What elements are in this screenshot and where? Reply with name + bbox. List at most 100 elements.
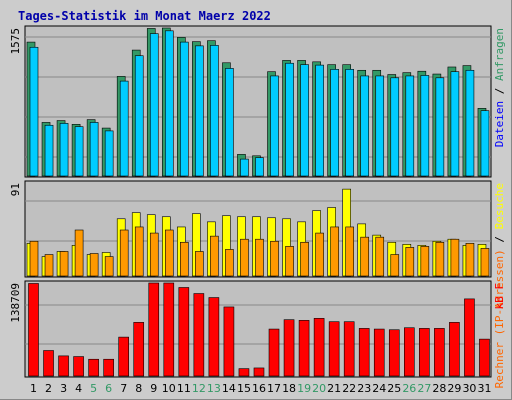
x-tick-label-18: 18 <box>282 382 296 395</box>
x-tick-label-29: 29 <box>447 382 461 395</box>
bar-top-dateien-9 <box>149 33 159 177</box>
bar-middle-rechneripadressen-5 <box>89 253 99 277</box>
x-tick-label-3: 3 <box>60 382 67 395</box>
x-tick-label-1: 1 <box>30 382 37 395</box>
x-tick-label-7: 7 <box>120 382 127 395</box>
legend-label-middle-0: Rechner (IP-Adressen) <box>493 249 506 388</box>
x-tick-label-5: 5 <box>90 382 97 395</box>
x-tick-label-23: 23 <box>357 382 371 395</box>
bar-middle-rechneripadressen-4 <box>74 229 84 277</box>
y-max-label-top: 1575 <box>9 28 22 55</box>
bar-bottom-kb-17 <box>268 328 280 377</box>
bar-top-dateien-6 <box>104 130 114 177</box>
bar-bottom-kb-14 <box>223 306 235 377</box>
x-tick-label-2: 2 <box>45 382 52 395</box>
bar-middle-rechneripadressen-11 <box>180 241 189 277</box>
bar-top-dateien-26 <box>405 75 415 177</box>
x-tick-label-30: 30 <box>462 382 476 395</box>
legend-label-top-2: Anfragen <box>493 28 506 81</box>
bar-middle-rechneripadressen-22 <box>345 226 354 277</box>
legend-label-middle-2: Besuche <box>493 183 506 229</box>
bar-middle-rechneripadressen-19 <box>300 241 309 277</box>
x-tick-label-8: 8 <box>135 382 142 395</box>
legend-bottom: kB F <box>493 283 506 310</box>
bar-bottom-kb-2 <box>43 350 54 377</box>
legend-label-top-0: Dateien <box>493 101 506 147</box>
bar-bottom-kb-9 <box>148 282 160 377</box>
bar-top-dateien-29 <box>450 71 460 177</box>
bar-top-dateien-13 <box>210 45 219 177</box>
bar-top-dateien-8 <box>134 55 144 177</box>
y-max-label-middle: 91 <box>9 183 22 196</box>
bar-bottom-kb-16 <box>253 367 265 377</box>
bar-bottom-kb-24 <box>373 328 385 377</box>
x-tick-label-10: 10 <box>162 382 176 395</box>
x-tick-label-14: 14 <box>222 382 236 395</box>
bar-bottom-kb-5 <box>88 358 99 377</box>
bar-bottom-kb-13 <box>208 297 220 377</box>
bar-top-dateien-31 <box>480 110 490 177</box>
bar-middle-rechneripadressen-18 <box>285 246 294 277</box>
bar-middle-rechneripadressen-16 <box>255 238 264 277</box>
bar-bottom-kb-18 <box>283 319 295 377</box>
bar-top-dateien-10 <box>164 30 174 177</box>
bar-bottom-kb-6 <box>103 358 114 377</box>
bar-middle-rechneripadressen-28 <box>435 241 445 277</box>
bar-top-dateien-25 <box>390 77 400 177</box>
bar-bottom-kb-25 <box>388 329 400 377</box>
panel-middle: 91 Rechner (IP-Adressen) / Besuche <box>9 180 506 388</box>
bar-bottom-kb-21 <box>328 321 340 377</box>
bar-bottom-kb-15 <box>238 368 250 377</box>
x-tick-label-13: 13 <box>207 382 221 395</box>
bar-top-dateien-18 <box>285 62 294 177</box>
chart-title: Tages-Statistik im Monat Maerz 2022 <box>18 9 271 23</box>
bar-middle-rechneripadressen-26 <box>405 247 415 277</box>
bar-bottom-kb-26 <box>404 327 415 377</box>
x-tick-label-12: 12 <box>192 382 206 395</box>
bar-top-dateien-28 <box>435 77 445 177</box>
bar-middle-rechneripadressen-3 <box>59 251 69 277</box>
x-tick-label-22: 22 <box>342 382 356 395</box>
bar-middle-rechneripadressen-9 <box>149 232 159 277</box>
bar-bottom-kb-22 <box>343 321 355 377</box>
legend-label-top-1: / <box>493 81 506 101</box>
bar-top-dateien-7 <box>119 80 129 177</box>
bar-middle-rechneripadressen-8 <box>134 226 144 277</box>
bar-middle-rechneripadressen-31 <box>480 248 490 277</box>
bar-top-dateien-5 <box>89 122 99 177</box>
bar-middle-rechneripadressen-10 <box>164 229 174 277</box>
bar-top-dateien-21 <box>330 69 339 177</box>
bar-bottom-kb-12 <box>193 293 205 377</box>
bar-middle-rechneripadressen-2 <box>44 254 54 277</box>
x-tick-label-25: 25 <box>387 382 401 395</box>
x-tick-label-20: 20 <box>312 382 326 395</box>
bar-bottom-kb-23 <box>358 328 370 377</box>
bar-bottom-kb-29 <box>449 322 460 377</box>
bar-middle-rechneripadressen-7 <box>119 229 129 277</box>
bar-middle-rechneripadressen-24 <box>375 236 385 277</box>
x-tick-label-21: 21 <box>327 382 341 395</box>
x-tick-label-26: 26 <box>402 382 416 395</box>
bar-top-dateien-20 <box>315 64 324 177</box>
bar-bottom-kb-4 <box>73 356 84 377</box>
legend-middle: Rechner (IP-Adressen) / Besuche <box>493 183 506 388</box>
x-tick-label-6: 6 <box>105 382 112 395</box>
bar-bottom-kb-8 <box>133 322 145 377</box>
x-tick-label-19: 19 <box>297 382 311 395</box>
x-tick-label-31: 31 <box>477 382 491 395</box>
x-tick-label-15: 15 <box>237 382 251 395</box>
legend-top: Dateien / Anfragen <box>493 28 506 147</box>
x-tick-label-24: 24 <box>372 382 386 395</box>
bar-bottom-kb-7 <box>118 336 129 377</box>
bar-middle-rechneripadressen-6 <box>104 256 114 277</box>
y-max-label-bottom: 138709 <box>9 283 22 323</box>
panel-top: 1575 Dateien / Anfragen <box>9 25 506 178</box>
bar-top-dateien-30 <box>465 69 475 177</box>
bar-top-dateien-16 <box>255 157 264 177</box>
legend-label-middle-1: / <box>493 229 506 249</box>
x-tick-label-28: 28 <box>432 382 446 395</box>
bar-top-dateien-27 <box>420 75 430 177</box>
bar-bottom-kb-20 <box>313 318 325 377</box>
bar-bottom-kb-31 <box>479 338 490 377</box>
